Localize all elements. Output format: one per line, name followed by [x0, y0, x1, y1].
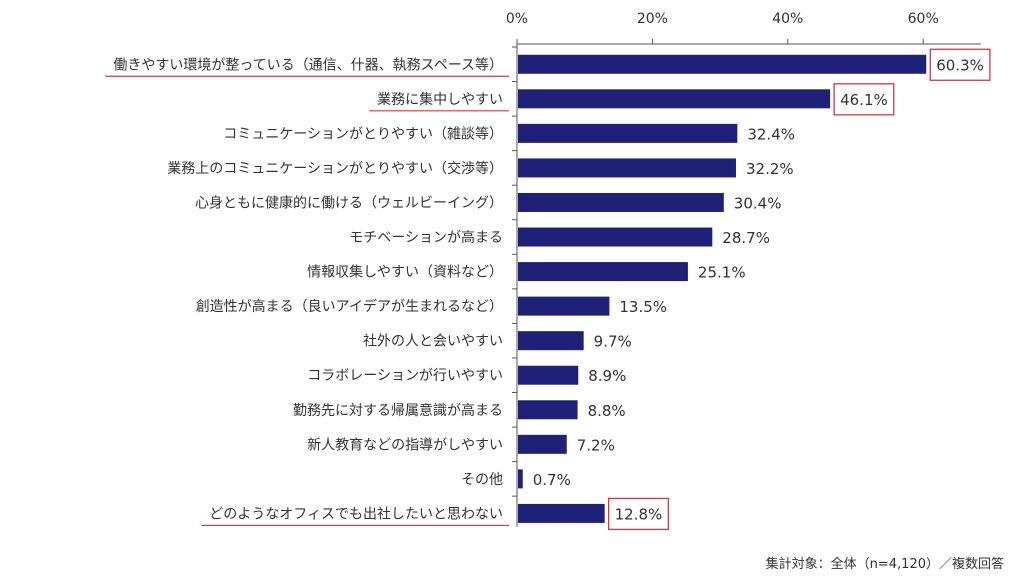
value-highlight-box: [833, 83, 895, 116]
category-label: コラボレーションが行いやすい: [307, 368, 503, 384]
value-label: 12.8%: [615, 505, 663, 523]
bar: [518, 158, 736, 178]
value-label: 32.2%: [746, 160, 794, 178]
bar: [518, 296, 610, 316]
value-label: 46.1%: [840, 91, 888, 109]
value-label: 7.2%: [577, 436, 615, 454]
footnote: 集計対象：全体（n=4,120）／複数回答: [765, 557, 1004, 572]
bar: [518, 503, 605, 523]
value-label: 28.7%: [722, 229, 770, 247]
value-label: 60.3%: [936, 56, 984, 74]
category-label: 業務上のコミュニケーションがとりやすい（交渉等）: [167, 160, 503, 177]
value-label: 8.8%: [588, 402, 626, 420]
category-label: 社外の人と会いやすい: [363, 334, 503, 350]
category-label: 創造性が高まる（良いアイデアが生まれるなど）: [196, 298, 503, 315]
bar: [518, 123, 738, 143]
category-label: 情報収集しやすい（資料など）: [307, 264, 503, 281]
value-highlight-box: [929, 48, 991, 81]
category-label: 働きやすい環境が整っている（通信、什器、執務スペース等）: [113, 56, 503, 73]
category-label: 業務に集中しやすい: [377, 91, 503, 108]
value-label: 0.7%: [533, 471, 571, 489]
bar: [518, 227, 713, 247]
category-label: どのようなオフィスでも出社したいと思わない: [209, 506, 503, 522]
value-label: 30.4%: [734, 194, 782, 212]
category-label: 心身ともに健康的に働ける（ウェルビーイング）: [195, 194, 503, 211]
category-label: 新人教育などの指導がしやすい: [307, 437, 503, 453]
category-label: その他: [461, 472, 503, 488]
category-label: 勤務先に対する帰属意識が高まる: [293, 402, 503, 419]
bar: [518, 262, 688, 282]
value-label: 25.1%: [698, 264, 746, 282]
bar: [518, 365, 579, 385]
x-tick-label: 60%: [908, 11, 939, 27]
bar: [518, 434, 567, 454]
value-label: 8.9%: [588, 367, 626, 385]
bar: [518, 54, 927, 74]
value-highlight-box: [608, 497, 669, 531]
value-label: 32.4%: [747, 125, 795, 143]
bar: [518, 400, 578, 420]
bar: [518, 192, 724, 212]
x-tick-label: 20%: [637, 11, 668, 27]
bar: [518, 89, 831, 109]
category-label: コミュニケーションがとりやすい（雑談等）: [223, 125, 503, 142]
x-tick-label: 0%: [506, 11, 528, 27]
value-label: 13.5%: [619, 298, 667, 316]
bar: [518, 469, 523, 489]
category-label: モチベーションが高まる: [349, 229, 503, 246]
x-tick-label: 40%: [772, 11, 803, 27]
value-label: 9.7%: [594, 333, 632, 351]
bar: [518, 331, 584, 351]
